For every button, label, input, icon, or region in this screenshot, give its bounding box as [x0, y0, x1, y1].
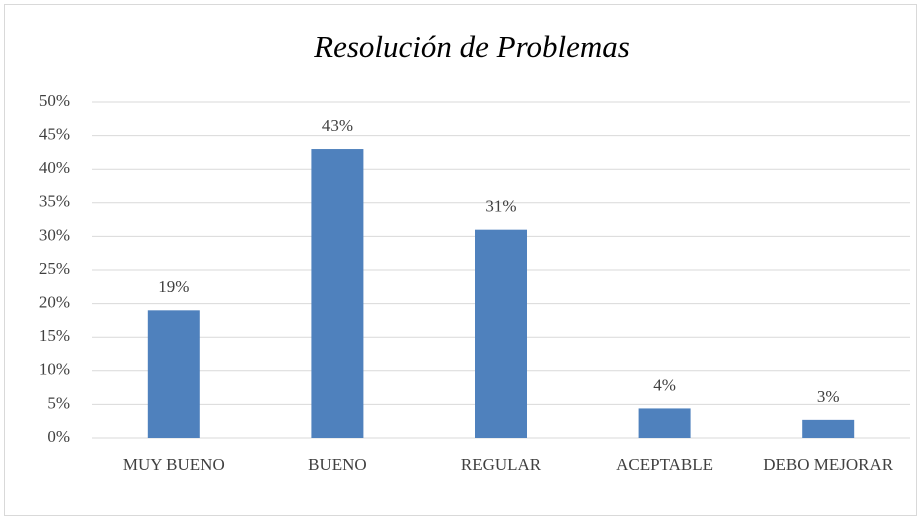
x-tick-label: ACEPTABLE — [616, 455, 713, 474]
bar — [475, 229, 527, 438]
y-tick-label: 0% — [47, 427, 70, 446]
y-tick-label: 10% — [39, 360, 70, 379]
bar — [802, 419, 855, 438]
x-tick-label: DEBO MEJORAR — [763, 455, 894, 474]
y-tick-label: 25% — [39, 259, 70, 278]
x-tick-label: BUENO — [308, 455, 367, 474]
chart-border — [4, 4, 917, 516]
data-label: 3% — [817, 387, 840, 406]
bar — [147, 310, 200, 438]
x-tick-label: REGULAR — [461, 455, 542, 474]
y-tick-label: 40% — [39, 158, 70, 177]
y-tick-label: 45% — [39, 125, 70, 144]
y-tick-label: 35% — [39, 192, 70, 211]
y-tick-label: 15% — [39, 326, 70, 345]
y-tick-label: 5% — [47, 393, 70, 412]
chart-title: Resolución de Problemas — [313, 29, 630, 64]
data-label: 43% — [322, 116, 353, 135]
bar — [311, 149, 364, 439]
x-tick-label: MUY BUENO — [123, 455, 225, 474]
data-label: 19% — [158, 277, 189, 296]
data-label: 31% — [485, 197, 516, 216]
bar — [638, 408, 691, 438]
y-tick-label: 30% — [39, 225, 70, 244]
y-tick-label: 20% — [39, 293, 70, 312]
data-label: 4% — [653, 375, 676, 394]
y-tick-label: 50% — [39, 91, 70, 110]
